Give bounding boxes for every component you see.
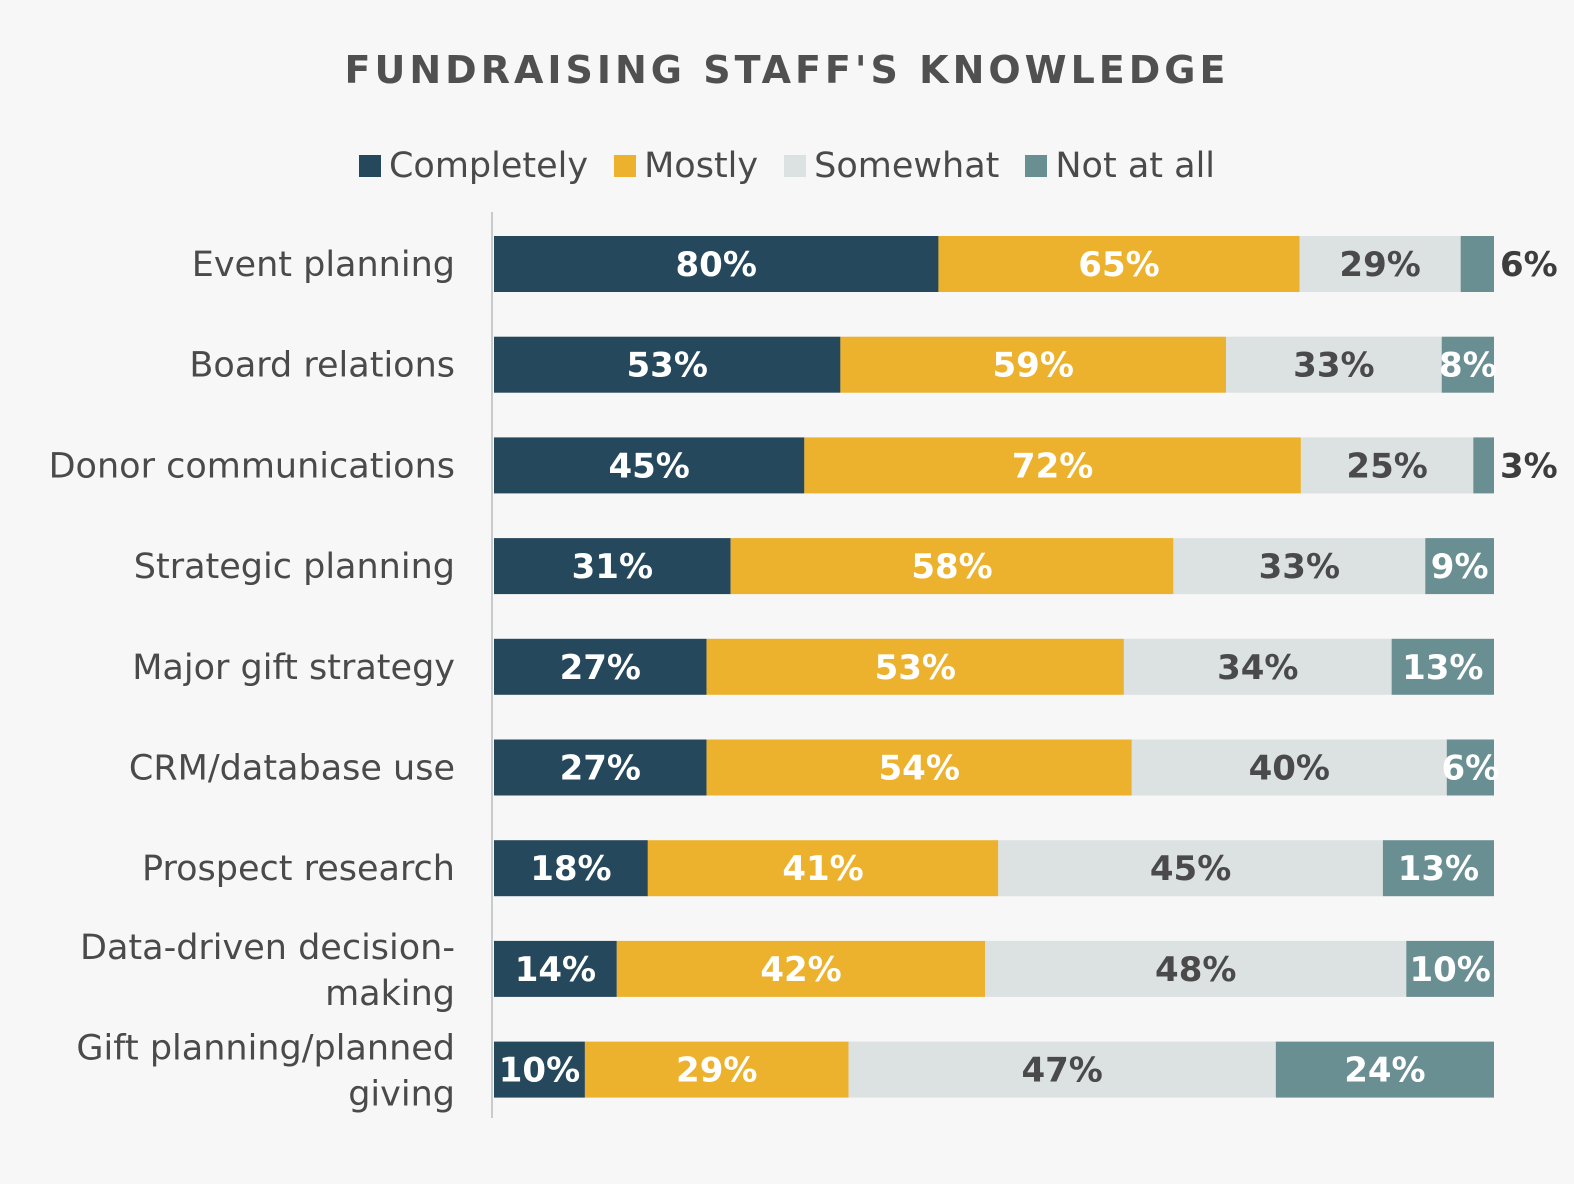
data-label-donor-communications-mostly: 72%: [1012, 446, 1093, 486]
bar-data-driven-decision-making-not-at-all: [1406, 940, 1494, 997]
bar-gift-planning-planned-giving-somewhat: [848, 1041, 1276, 1098]
data-label-crm-database-use-mostly: 54%: [879, 749, 960, 789]
data-label-strategic-planning-not-at-all: 9%: [1431, 547, 1489, 587]
legend-item-completely: Completely: [358, 146, 589, 186]
data-label-event-planning-completely: 80%: [676, 245, 757, 285]
bar-gift-planning-planned-giving-mostly: [584, 1041, 849, 1098]
data-label-prospect-research-mostly: 41%: [782, 849, 863, 889]
category-label-event-planning: Event planning: [192, 245, 455, 285]
legend: Completely Mostly Somewhat Not at all: [0, 146, 1574, 186]
bar-crm-database-use-completely: [494, 739, 707, 796]
bar-board-relations-not-at-all: [1441, 336, 1494, 393]
bar-prospect-research-mostly: [647, 840, 999, 897]
data-label-crm-database-use-not-at-all: 6%: [1442, 749, 1500, 789]
data-label-board-relations-completely: 53%: [627, 346, 708, 386]
data-label-gift-planning-planned-giving-somewhat: 47%: [1021, 1051, 1102, 1091]
bar-board-relations-somewhat: [1226, 336, 1442, 393]
bar-board-relations-mostly: [840, 336, 1227, 393]
data-label-crm-database-use-completely: 27%: [560, 749, 641, 789]
data-label-data-driven-decision-making-mostly: 42%: [760, 950, 841, 990]
data-label-gift-planning-planned-giving-not-at-all: 24%: [1344, 1051, 1425, 1091]
data-label-prospect-research-somewhat: 45%: [1150, 849, 1231, 889]
data-label-event-planning-mostly: 65%: [1078, 245, 1159, 285]
bar-major-gift-strategy-not-at-all: [1391, 638, 1494, 695]
data-label-donor-communications-not-at-all: 3%: [1500, 446, 1558, 486]
bar-strategic-planning-somewhat: [1173, 538, 1426, 595]
data-label-gift-planning-planned-giving-mostly: 29%: [676, 1051, 757, 1091]
bar-major-gift-strategy-somewhat: [1123, 638, 1392, 695]
legend-item-mostly: Mostly: [614, 146, 758, 186]
legend-item-somewhat: Somewhat: [784, 146, 999, 186]
data-label-crm-database-use-somewhat: 40%: [1249, 749, 1330, 789]
data-label-event-planning-somewhat: 29%: [1339, 245, 1420, 285]
bar-crm-database-use-somewhat: [1131, 739, 1447, 796]
bar-strategic-planning-mostly: [730, 538, 1174, 595]
bar-prospect-research-completely: [494, 840, 648, 897]
bar-gift-planning-planned-giving-not-at-all: [1275, 1041, 1494, 1098]
category-label-donor-communications: Donor communications: [49, 446, 455, 486]
data-label-board-relations-mostly: 59%: [993, 346, 1074, 386]
legend-swatch-not-at-all: [1025, 155, 1048, 177]
category-label-crm-database-use: CRM/database use: [129, 749, 455, 789]
bar-event-planning-mostly: [938, 236, 1300, 292]
data-label-event-planning-not-at-all: 6%: [1500, 245, 1558, 285]
bar-data-driven-decision-making-somewhat: [985, 940, 1407, 997]
legend-label-mostly: Mostly: [644, 146, 759, 186]
bar-prospect-research-not-at-all: [1382, 840, 1494, 897]
category-label-data-driven-decision-making: Data-driven decision-making: [80, 928, 455, 1014]
legend-swatch-mostly: [614, 155, 637, 177]
data-label-major-gift-strategy-not-at-all: 13%: [1402, 648, 1483, 688]
bar-donor-communications-somewhat: [1300, 437, 1474, 494]
bar-board-relations-completely: [494, 336, 841, 393]
legend-label-completely: Completely: [388, 146, 589, 186]
data-label-data-driven-decision-making-completely: 14%: [515, 950, 596, 990]
bar-crm-database-use-mostly: [706, 739, 1132, 796]
legend-label-somewhat: Somewhat: [814, 146, 1000, 186]
data-label-board-relations-somewhat: 33%: [1293, 346, 1374, 386]
bar-event-planning-completely: [494, 236, 939, 292]
data-label-major-gift-strategy-completely: 27%: [560, 648, 641, 688]
data-label-data-driven-decision-making-somewhat: 48%: [1155, 950, 1236, 990]
category-label-gift-planning-planned-giving: Gift planning/planned giving: [76, 1029, 455, 1115]
legend-swatch-somewhat: [784, 155, 807, 177]
bar-data-driven-decision-making-mostly: [616, 940, 986, 997]
data-label-strategic-planning-completely: 31%: [572, 547, 653, 587]
bar-gift-planning-planned-giving-completely: [494, 1041, 585, 1098]
data-label-strategic-planning-mostly: 58%: [911, 547, 992, 587]
data-label-gift-planning-planned-giving-completely: 10%: [499, 1051, 580, 1091]
bar-data-driven-decision-making-completely: [494, 940, 617, 997]
data-label-major-gift-strategy-mostly: 53%: [875, 648, 956, 688]
bar-donor-communications-not-at-all: [1473, 437, 1494, 494]
legend-swatch-completely: [358, 155, 381, 177]
legend-item-not-at-all: Not at all: [1025, 146, 1215, 186]
bar-event-planning-not-at-all: [1460, 236, 1494, 292]
data-label-donor-communications-somewhat: 25%: [1346, 446, 1427, 486]
data-label-major-gift-strategy-somewhat: 34%: [1217, 648, 1298, 688]
chart-title: FUNDRAISING STAFF'S KNOWLEDGE: [344, 48, 1230, 92]
bar-event-planning-somewhat: [1299, 236, 1461, 292]
legend-label-not-at-all: Not at all: [1055, 146, 1216, 186]
bar-major-gift-strategy-completely: [494, 638, 707, 695]
category-label-board-relations: Board relations: [189, 346, 455, 386]
bar-donor-communications-mostly: [804, 437, 1301, 494]
bar-crm-database-use-not-at-all: [1446, 739, 1494, 796]
category-label-major-gift-strategy: Major gift strategy: [132, 648, 455, 688]
bar-donor-communications-completely: [494, 437, 805, 494]
data-label-strategic-planning-somewhat: 33%: [1259, 547, 1340, 587]
data-label-data-driven-decision-making-not-at-all: 10%: [1409, 950, 1490, 990]
data-label-board-relations-not-at-all: 8%: [1439, 346, 1497, 386]
bar-prospect-research-somewhat: [998, 840, 1383, 897]
category-label-strategic-planning: Strategic planning: [134, 547, 455, 587]
data-label-prospect-research-completely: 18%: [530, 849, 611, 889]
data-label-prospect-research-not-at-all: 13%: [1398, 849, 1479, 889]
data-label-donor-communications-completely: 45%: [608, 446, 689, 486]
bar-major-gift-strategy-mostly: [706, 638, 1124, 695]
bar-strategic-planning-completely: [494, 538, 731, 595]
bar-strategic-planning-not-at-all: [1425, 538, 1494, 595]
category-label-prospect-research: Prospect research: [142, 849, 455, 889]
